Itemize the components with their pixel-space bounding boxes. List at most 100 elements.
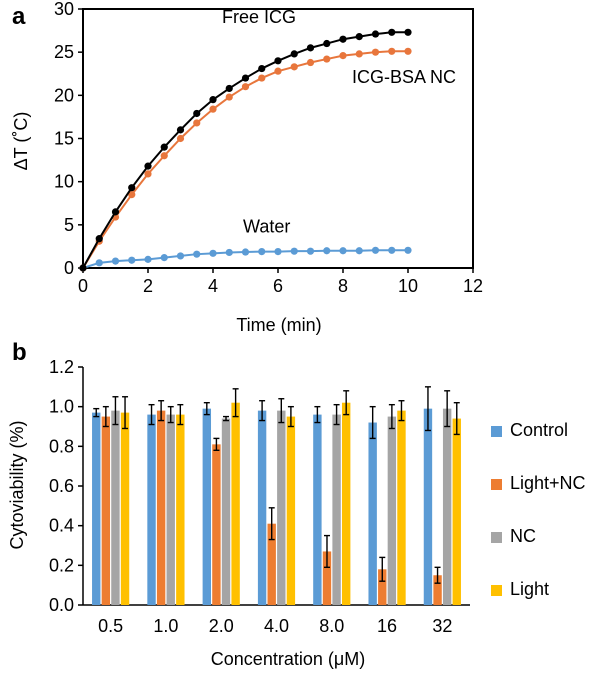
bar	[423, 408, 433, 605]
y-tick-label: 0	[64, 258, 74, 278]
bar	[378, 569, 387, 605]
data-point	[79, 264, 87, 272]
data-point	[209, 96, 217, 104]
data-point	[193, 250, 201, 258]
bar	[166, 414, 175, 605]
data-point	[128, 256, 136, 264]
legend-swatch	[491, 479, 502, 490]
x-tick-label: 32	[432, 616, 452, 636]
bar	[257, 410, 267, 605]
data-point	[339, 247, 347, 255]
data-point	[95, 259, 103, 267]
data-point	[241, 83, 250, 91]
series-label: Free ICG	[222, 7, 296, 27]
data-point	[388, 246, 396, 254]
bar	[286, 416, 296, 605]
data-point	[388, 28, 396, 36]
data-point	[355, 247, 363, 255]
bar	[156, 410, 166, 605]
bar	[442, 408, 452, 605]
x-tick-label: 4.0	[264, 616, 289, 636]
bar	[231, 402, 240, 605]
x-tick-label: 2	[143, 276, 153, 296]
data-point	[160, 254, 168, 262]
series-label: Water	[243, 217, 290, 237]
data-point	[404, 28, 412, 36]
data-point	[323, 55, 331, 63]
x-tick-label: 6	[273, 276, 283, 296]
data-point	[274, 67, 282, 75]
data-point	[290, 247, 298, 255]
data-point	[225, 84, 233, 93]
data-point	[339, 52, 347, 60]
bar	[202, 408, 212, 605]
y-tick-label: 0.6	[49, 476, 74, 496]
bar	[92, 412, 101, 605]
x-axis-title: Time (min)	[236, 315, 321, 335]
y-tick-label: 1.0	[49, 397, 74, 417]
bar	[267, 523, 276, 605]
bar	[313, 414, 322, 605]
bar	[433, 575, 442, 605]
x-tick-label: 10	[398, 276, 418, 296]
data-point	[404, 47, 412, 55]
x-tick-label: 12	[463, 276, 483, 296]
panel-b-label: b	[12, 339, 27, 366]
data-point	[274, 57, 282, 65]
y-tick-label: 15	[54, 129, 74, 149]
x-axis-title: Concentration (μM)	[211, 649, 365, 669]
data-point	[258, 74, 266, 82]
data-point	[160, 152, 168, 160]
data-point	[144, 162, 152, 170]
legend-swatch	[491, 585, 502, 596]
panel-a-label: a	[12, 3, 26, 30]
y-tick-label: 0.2	[49, 555, 74, 575]
data-point	[339, 35, 347, 43]
bar	[147, 414, 156, 605]
data-point	[306, 44, 315, 52]
bar	[452, 418, 461, 605]
data-point	[241, 74, 250, 82]
data-point	[323, 247, 331, 255]
legend-swatch	[491, 532, 502, 543]
bar	[176, 414, 185, 605]
data-point	[160, 143, 168, 151]
y-tick-label: 25	[54, 42, 74, 62]
bar	[111, 410, 120, 605]
data-point	[388, 47, 396, 55]
y-tick-label: 1.2	[49, 357, 74, 377]
y-tick-label: 20	[54, 85, 74, 105]
legend-label: Control	[510, 420, 568, 440]
y-tick-label: 5	[64, 215, 74, 235]
data-point	[258, 64, 266, 73]
bar-chart: 0.0 0.2 0.4 0.6 0.8 1.0 1.2 0.5 1.0 2.0 4.0 8.0 16 32…	[49, 357, 586, 636]
data-point	[144, 170, 152, 178]
data-point	[241, 248, 250, 256]
legend-swatch	[491, 426, 502, 437]
bar	[387, 416, 397, 605]
data-point	[355, 50, 363, 58]
data-point	[176, 252, 185, 260]
data-point	[176, 134, 185, 143]
legend-label: Light	[510, 579, 549, 599]
data-point	[404, 246, 412, 254]
data-point	[290, 50, 298, 58]
data-point	[274, 247, 282, 256]
data-point	[95, 235, 103, 243]
y-axis-title: Cytoviability (%)	[7, 420, 27, 549]
y-tick-label: 30	[54, 0, 74, 19]
x-tick-label: 16	[377, 616, 397, 636]
bar	[221, 418, 231, 605]
x-tick-label: 8.0	[319, 616, 344, 636]
y-tick-label: 0.0	[49, 595, 74, 615]
x-tick-label: 0.5	[98, 616, 123, 636]
data-point	[225, 248, 233, 257]
series-label: ICG-BSA NC	[352, 67, 456, 87]
y-axis-title: ΔT (˚C)	[11, 112, 31, 171]
data-point	[323, 39, 331, 48]
x-tick-label: 1.0	[153, 616, 178, 636]
bar	[120, 412, 130, 605]
y-tick-label: 0.8	[49, 436, 74, 456]
data-point	[128, 184, 136, 192]
data-point	[209, 105, 217, 113]
